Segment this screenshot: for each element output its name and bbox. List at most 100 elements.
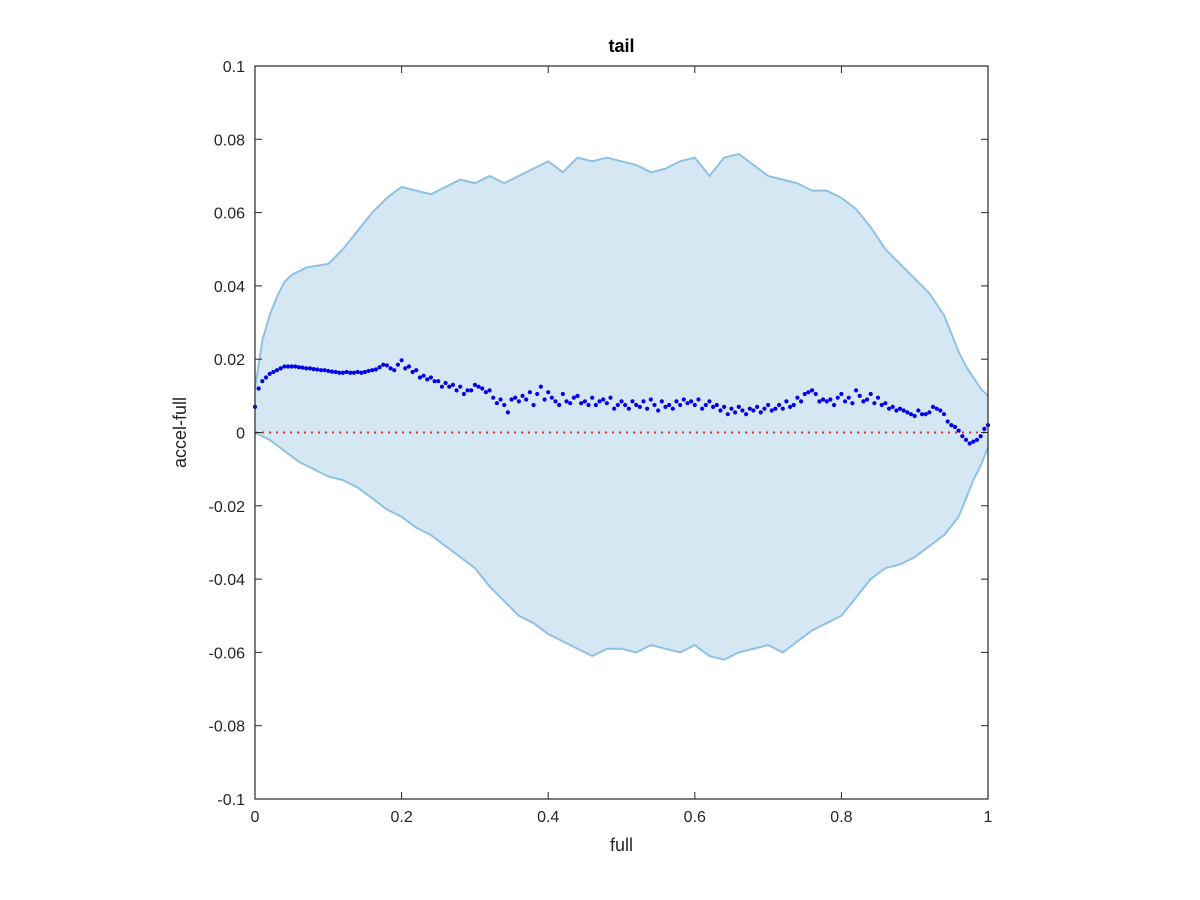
data-point (564, 399, 569, 404)
data-point (377, 365, 382, 370)
data-point (428, 375, 434, 380)
data-point (700, 406, 705, 411)
data-point (461, 391, 466, 397)
y-tick-label: -0.08 (209, 719, 246, 736)
data-point (296, 365, 302, 370)
data-point (315, 367, 320, 372)
data-point (329, 369, 335, 374)
data-point (652, 402, 657, 408)
data-point (465, 388, 470, 393)
data-point (901, 408, 906, 413)
data-point (406, 364, 412, 369)
data-point (505, 410, 510, 415)
data-point (575, 393, 580, 398)
chart-title: tail (608, 36, 634, 56)
x-tick-label: 0.2 (390, 809, 412, 826)
data-point (729, 406, 734, 411)
data-point (659, 399, 664, 404)
y-tick-label: 0.06 (214, 206, 245, 223)
data-point (824, 399, 829, 404)
data-point (916, 408, 921, 413)
data-point (663, 404, 668, 409)
data-point (820, 397, 826, 402)
data-point (890, 404, 895, 409)
data-point (417, 375, 423, 380)
data-point (263, 375, 269, 380)
data-point (960, 434, 965, 439)
data-point (930, 404, 936, 409)
data-point (256, 386, 261, 391)
data-point (381, 362, 386, 367)
data-point (971, 439, 976, 444)
data-point (681, 397, 686, 402)
data-point (392, 368, 397, 373)
data-point (938, 408, 943, 413)
data-point (777, 402, 782, 408)
data-point (282, 364, 287, 369)
data-point (267, 371, 272, 376)
data-point (458, 384, 463, 389)
data-point (546, 390, 551, 395)
data-point (274, 368, 280, 373)
data-point (773, 406, 778, 411)
data-point (384, 363, 390, 368)
x-tick-label: 0.6 (684, 809, 706, 826)
data-point (868, 391, 873, 397)
data-point (912, 413, 917, 419)
data-point (590, 395, 595, 400)
data-point (861, 399, 866, 404)
data-point (798, 399, 804, 404)
data-point (344, 369, 349, 375)
data-point (634, 402, 639, 408)
data-point (579, 401, 584, 406)
data-point (542, 397, 547, 402)
data-point (978, 434, 983, 439)
data-point (718, 408, 723, 413)
data-point (322, 368, 327, 373)
data-point (568, 401, 573, 406)
data-point (648, 397, 653, 402)
data-point (348, 370, 353, 375)
data-point (689, 399, 694, 404)
x-tick-label: 0 (251, 809, 260, 826)
data-point (516, 399, 521, 404)
data-point (476, 384, 481, 389)
data-point (300, 365, 305, 370)
data-point (571, 395, 576, 400)
data-point (326, 368, 331, 374)
x-axis-title: full (610, 835, 633, 855)
data-point (337, 370, 342, 375)
data-point (399, 358, 404, 363)
data-point (520, 393, 525, 398)
data-point (982, 426, 987, 431)
data-point (692, 402, 697, 408)
data-point (443, 380, 448, 386)
data-point (853, 388, 859, 393)
data-point (923, 412, 928, 417)
data-point (766, 402, 771, 408)
data-point (289, 364, 294, 369)
data-point (755, 404, 760, 409)
y-tick-label: -0.1 (217, 792, 245, 809)
data-point (615, 402, 620, 408)
data-point (795, 395, 800, 400)
data-point (908, 412, 914, 417)
data-point (667, 402, 672, 408)
data-point (626, 406, 631, 411)
data-point (784, 399, 789, 404)
data-point (553, 399, 558, 404)
data-point (744, 412, 749, 417)
data-point (604, 401, 609, 406)
data-point (395, 362, 401, 367)
data-point (949, 423, 954, 428)
data-point (722, 404, 727, 409)
data-point (846, 395, 851, 400)
data-point (439, 384, 445, 389)
data-point (531, 402, 536, 408)
data-point (307, 366, 313, 371)
data-point (450, 382, 456, 387)
data-point (864, 397, 870, 402)
data-point (619, 399, 624, 404)
y-tick-label: 0.02 (214, 352, 245, 369)
data-point (919, 412, 925, 417)
